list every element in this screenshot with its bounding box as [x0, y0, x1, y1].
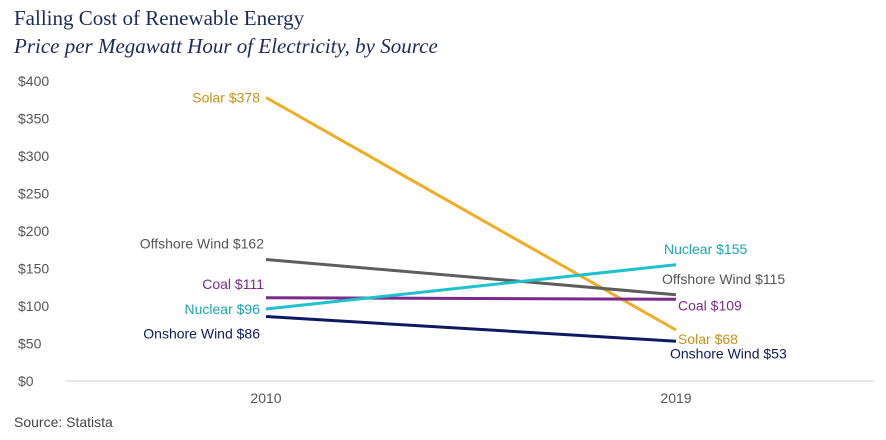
y-tick-label: $250 — [18, 186, 49, 202]
y-tick-label: $300 — [18, 148, 49, 164]
data-label: Coal $111 — [202, 276, 264, 292]
y-tick-label: $50 — [18, 336, 42, 352]
data-label: Solar $378 — [192, 90, 260, 106]
data-label: Onshore Wind $86 — [143, 326, 260, 342]
y-tick-label: $0 — [18, 373, 34, 389]
chart-subtitle: Price per Megawatt Hour of Electricity, … — [14, 34, 438, 58]
series-line-nuclear — [265, 263, 677, 311]
series-lines — [265, 96, 677, 343]
series-line-coal — [265, 296, 677, 301]
data-labels: Solar $378 Solar $68 Offshore Wind $162 Off… — [140, 90, 787, 362]
series-line-solar — [265, 96, 677, 332]
data-label: Nuclear $155 — [664, 241, 747, 257]
y-tick-label: $100 — [18, 298, 49, 314]
y-tick-label: $200 — [18, 223, 49, 239]
data-label: Offshore Wind $115 — [662, 271, 785, 287]
x-tick-label: 2019 — [660, 390, 691, 406]
x-tick-label: 2010 — [250, 390, 281, 406]
data-label: Offshore Wind $162 — [140, 236, 264, 252]
series-line-onshore-wind — [265, 315, 677, 343]
chart-source: Source: Statista — [14, 414, 113, 430]
y-tick-label: $350 — [18, 111, 49, 127]
data-label: Coal $109 — [678, 297, 742, 313]
series-line-offshore-wind — [265, 258, 677, 297]
chart-title: Falling Cost of Renewable Energy — [14, 6, 305, 30]
x-axis: 2010 2019 — [66, 380, 874, 406]
data-label: Solar $68 — [678, 331, 738, 347]
y-tick-label: $400 — [18, 73, 49, 89]
data-label: Nuclear $96 — [185, 301, 261, 317]
y-axis: $0 $50 $100 $150 $200 $250 $300 $350 $400 — [18, 73, 49, 389]
y-tick-label: $150 — [18, 261, 49, 277]
data-label: Onshore Wind $53 — [670, 345, 787, 361]
